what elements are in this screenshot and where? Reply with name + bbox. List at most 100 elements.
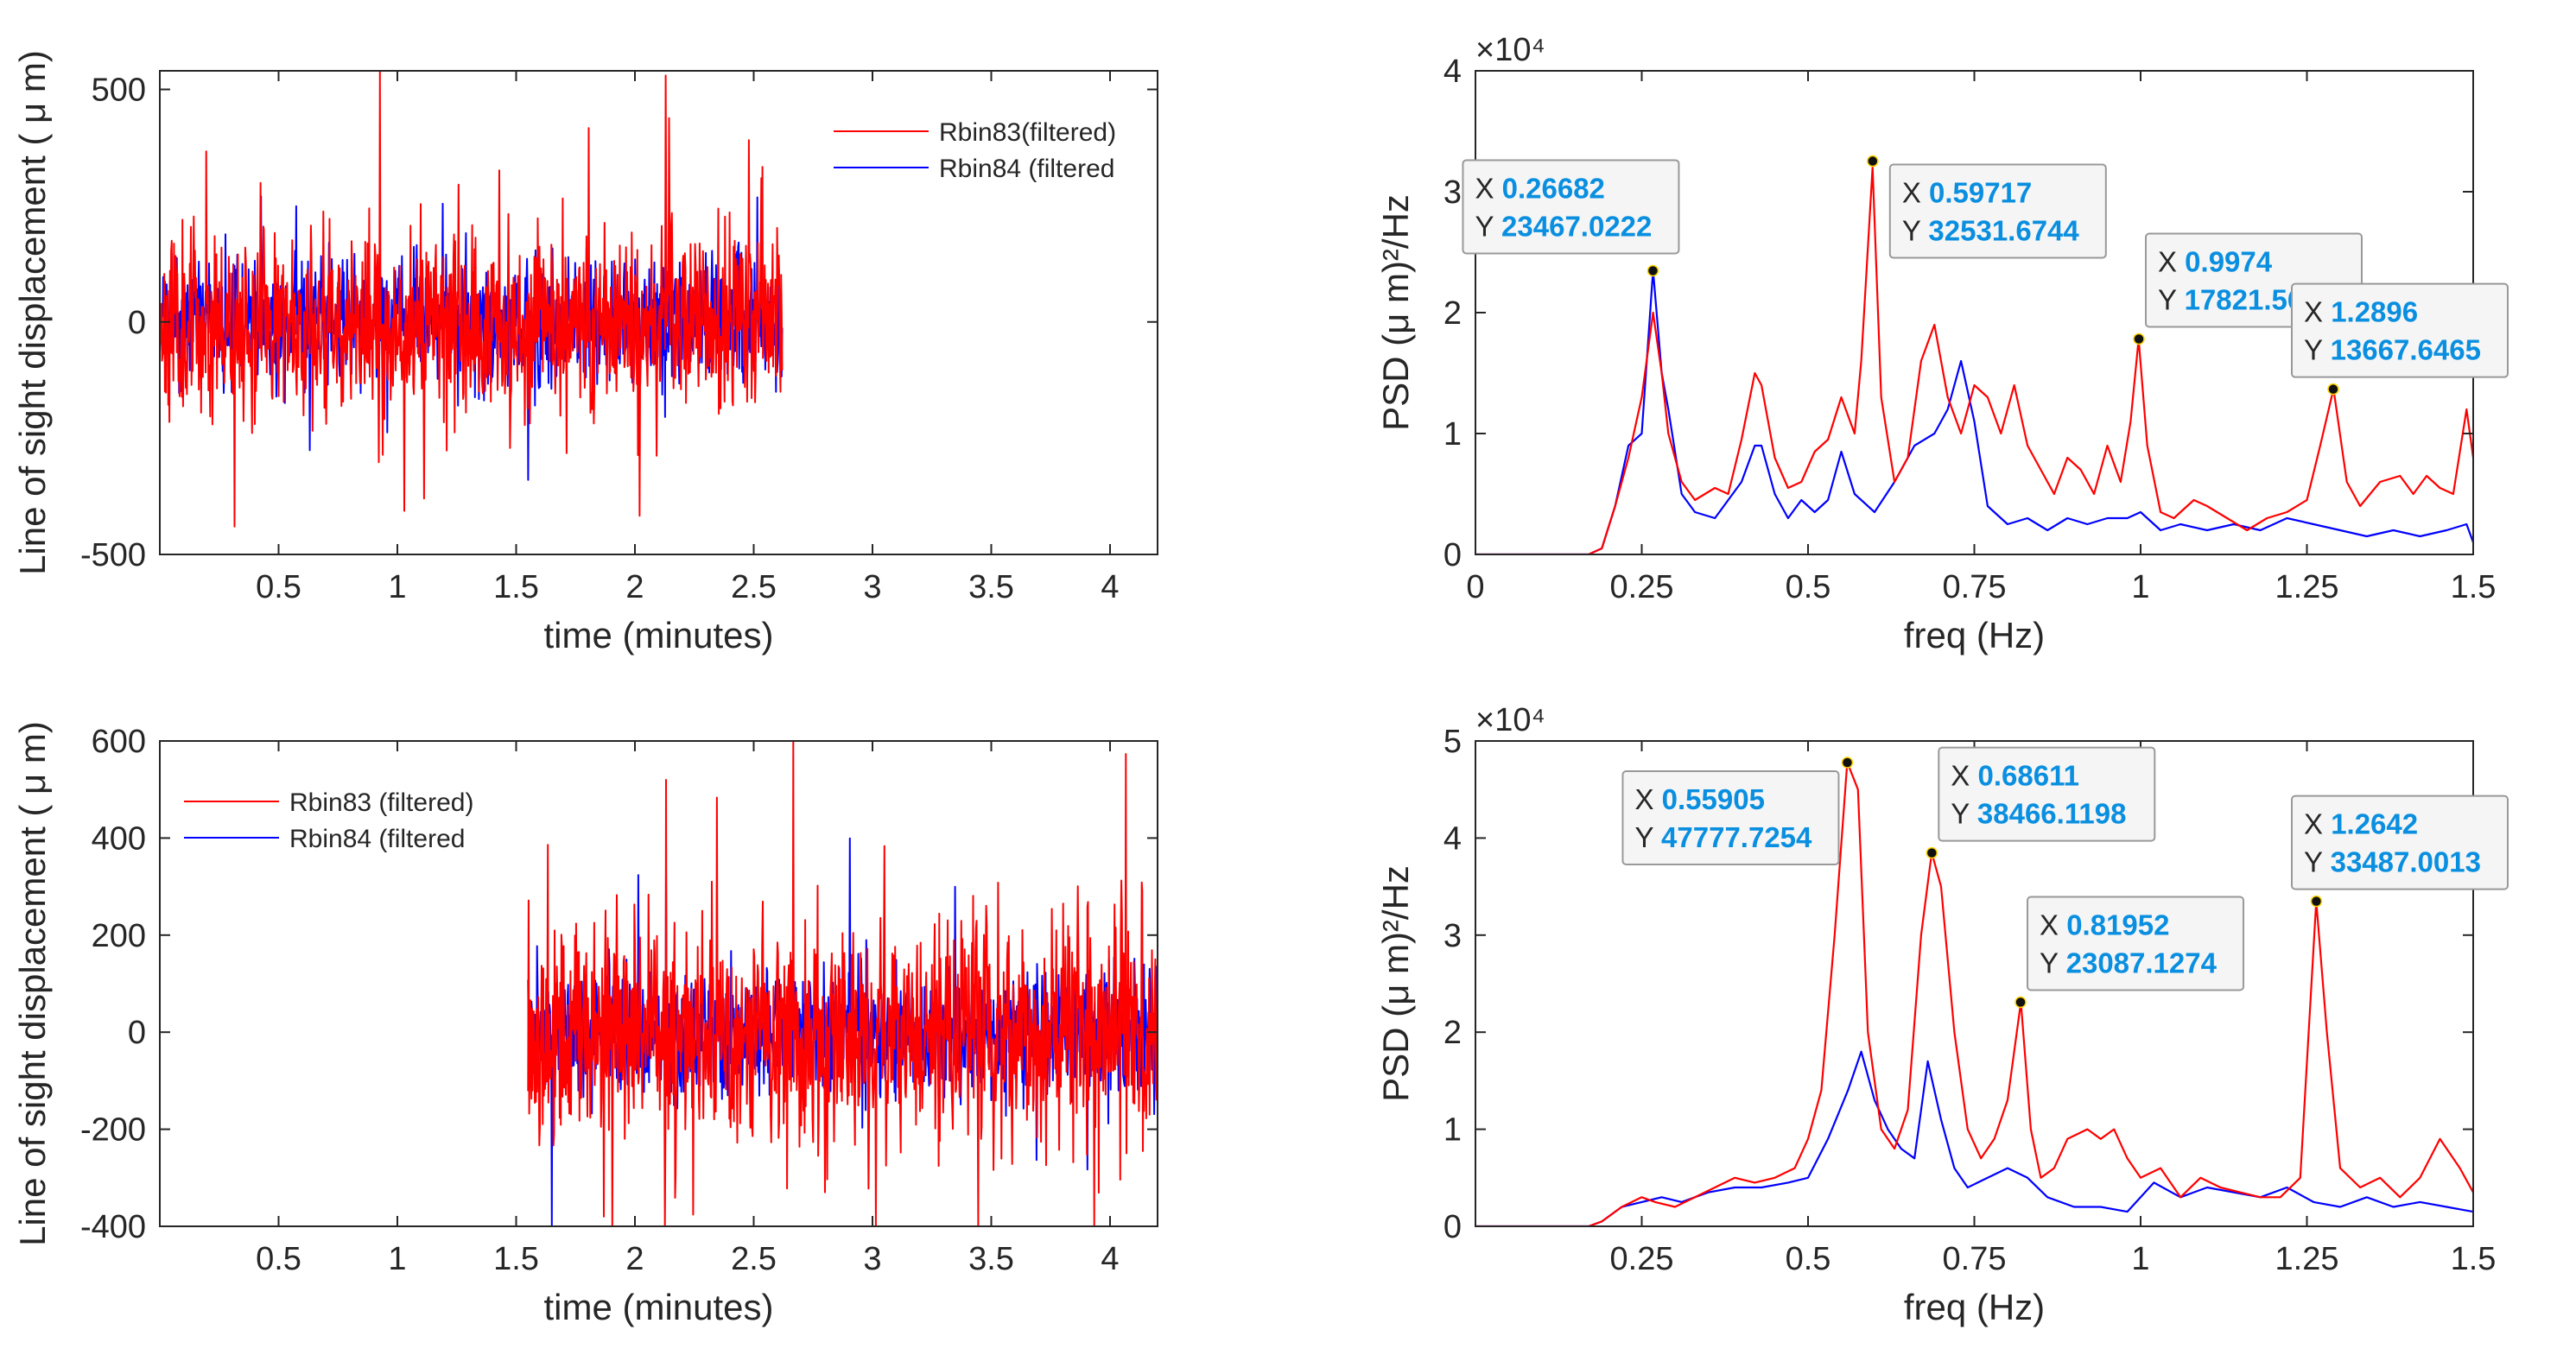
datatip-box (1621, 769, 1840, 865)
datatip-marker (2310, 895, 2323, 908)
x-tick-label: 2 (625, 569, 644, 605)
y-tick-label: -400 (80, 1209, 146, 1245)
y-tick-label: 2 (1443, 1015, 1462, 1051)
x-tick-label: 1 (388, 569, 406, 605)
datatip-y-row: Y 47777.7254 (1634, 821, 1812, 853)
datatip-y-row: Y 23087.1274 (2040, 947, 2218, 979)
y-tick-label: 0 (128, 305, 146, 341)
datatip-y-row: Y 13667.6465 (2304, 334, 2481, 366)
x-tick-label: 1.25 (2275, 569, 2339, 605)
x-tick-label: 1.5 (2451, 1241, 2497, 1277)
series-red-line (1475, 761, 2473, 1226)
datatip-y-label: Y (2040, 947, 2066, 979)
x-tick-label: 0 (1466, 569, 1484, 605)
datatip-y-row: Y 32531.6744 (1902, 215, 2080, 247)
y-axis-label: Line of sight displacement ( μ m) (12, 50, 53, 575)
x-tick-label: 3 (863, 1241, 881, 1277)
datatip-y-label: Y (2304, 846, 2331, 878)
timeseries-bottom-axes: 0.5 1 1.5 2 2.5 3 3.5 4 -400 -200 0 200 400 600 time (… (12, 721, 1158, 1327)
datatip-marker (2327, 383, 2339, 396)
datatip-marker (1646, 264, 1659, 277)
datatip-x-value: 0.26682 (1502, 172, 1605, 204)
datatip-y-label: Y (1634, 821, 1661, 853)
datatip-y-row: Y 33487.0013 (2304, 846, 2481, 878)
y-exponent-label: ×10⁴ (1475, 702, 1545, 738)
datatip-x-label: X (2040, 909, 2066, 941)
series-blue-line (1475, 1050, 2473, 1226)
y-tick-label: 2 (1443, 295, 1462, 332)
y-tick-label: 3 (1443, 174, 1462, 211)
datatip-y-label: Y (1951, 798, 1977, 830)
x-tick-label: 2 (625, 1241, 644, 1277)
datatip-x-value: 1.2896 (2331, 296, 2418, 328)
y-tick-label: -200 (80, 1112, 146, 1149)
datatip-box (2291, 282, 2509, 378)
datatip-x-value: 0.68611 (1977, 760, 2078, 792)
x-tick-label: 0.5 (1786, 1241, 1831, 1277)
x-tick-label: 1.5 (493, 1241, 539, 1277)
y-tick-label: 5 (1443, 724, 1462, 760)
datatip-x-row: X 0.55905 (1634, 783, 1764, 815)
datatip-x-label: X (2158, 245, 2185, 277)
y-axis-label: PSD (μ m)²/Hz (1375, 194, 1416, 431)
datatip-x-value: 0.59717 (1929, 177, 2032, 209)
x-tick-label: 1.5 (493, 569, 539, 605)
datatip-x-label: X (1951, 760, 1977, 792)
datatip-x-label: X (2304, 296, 2331, 328)
x-axis-label: time (minutes) (543, 615, 773, 655)
datatip-x-label: X (1634, 783, 1661, 815)
datatip-y-label: Y (2158, 283, 2185, 315)
datatip-y-value: 38466.1198 (1977, 798, 2127, 830)
datatip-y-label: Y (1475, 210, 1501, 242)
y-tick-label: 500 (92, 73, 146, 109)
x-tick-label: 1 (2131, 1241, 2149, 1277)
x-tick-label: 2.5 (731, 1241, 777, 1277)
plot-area (160, 71, 784, 528)
y-tick-label: 600 (92, 724, 146, 760)
plot-area (527, 741, 1158, 1226)
datatip-x-row: X 1.2896 (2304, 296, 2418, 328)
datatip: X 1.2896 Y 13667.6465 (2291, 282, 2509, 396)
datatip-box (1888, 163, 2107, 259)
plot-area (1475, 761, 2473, 1226)
datatip-x-value: 0.9974 (2185, 245, 2273, 277)
datatip-marker (1841, 757, 1854, 769)
datatip-x-label: X (2304, 808, 2331, 840)
datatip-x-label: X (1475, 172, 1501, 204)
datatip-x-value: 0.55905 (1662, 783, 1765, 815)
y-axis-label: PSD (μ m)²/Hz (1375, 865, 1416, 1102)
legend-label: Rbin83(filtered) (939, 118, 1116, 147)
x-tick-label: 0.75 (1943, 1241, 2007, 1277)
x-tick-label: 3.5 (968, 1241, 1014, 1277)
y-tick-label: 0 (1443, 1209, 1462, 1245)
legend-label: Rbin84 (filtered (289, 825, 465, 853)
datatip-x-value: 0.81952 (2066, 909, 2169, 941)
datatip: X 0.81952 Y 23087.1274 (2014, 896, 2245, 1009)
x-tick-label: 4 (1101, 1241, 1119, 1277)
x-tick-label: 0.75 (1943, 569, 2007, 605)
x-tick-label: 0.5 (1786, 569, 1831, 605)
x-tick-label: 0.5 (256, 1241, 301, 1277)
datatip-x-label: X (1902, 177, 1929, 209)
plot-area (1475, 166, 2473, 554)
datatip-y-row: Y 23467.0222 (1475, 210, 1652, 242)
y-axis-label: Line of sight displacement ( μ m) (12, 721, 53, 1246)
datatip-x-row: X 1.2642 (2304, 808, 2418, 840)
y-tick-label: 1 (1443, 1112, 1462, 1149)
x-tick-label: 3.5 (968, 569, 1014, 605)
timeseries-top-axes: 0.5 1 1.5 2 2.5 3 3.5 4 -500 0 500 time (minutes) Li… (12, 50, 1158, 655)
datatip-box (1462, 159, 1680, 255)
x-tick-label: 1 (2131, 569, 2149, 605)
x-tick-label: 4 (1101, 569, 1119, 605)
datatip-y-value: 33487.0013 (2331, 846, 2481, 878)
datatip-x-row: X 0.9974 (2158, 245, 2273, 277)
series-red-line (1475, 166, 2473, 554)
legend-label: Rbin84 (filtered (939, 155, 1114, 183)
x-tick-label: 0.25 (1610, 1241, 1674, 1277)
datatip-x-value: 1.2642 (2331, 808, 2418, 840)
axes-frame (159, 70, 1158, 555)
y-tick-label: -500 (80, 537, 146, 573)
series-red-line (527, 741, 1158, 1226)
